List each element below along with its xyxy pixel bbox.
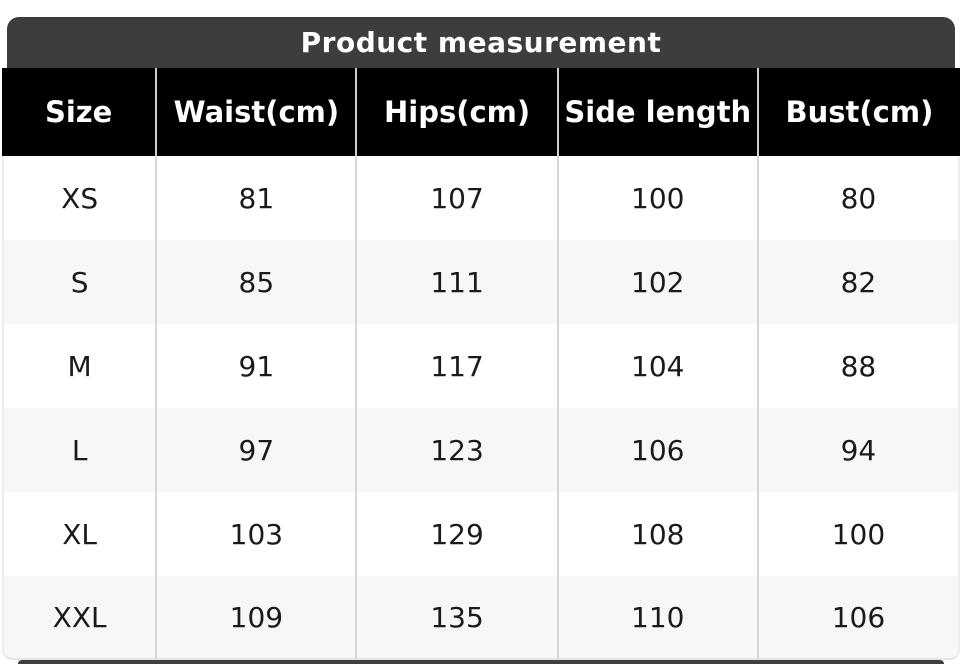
size-cell: S [2, 240, 156, 324]
waist-cell: 85 [155, 240, 356, 324]
table-row-xl: XL 103 129 108 100 [2, 492, 960, 576]
hips-cell: 107 [355, 156, 557, 240]
size-cell: M [2, 324, 156, 408]
side-length-cell: 106 [556, 408, 757, 492]
table-row-xxl: XXL 109 135 110 106 [2, 576, 960, 660]
table-row-xs: XS 81 107 100 80 [2, 156, 960, 240]
hips-cell: 111 [355, 240, 557, 324]
side-length-cell: 104 [556, 324, 757, 408]
size-chart-page: Product measurement Size Waist(cm) Hips(… [0, 17, 962, 664]
bust-cell: 80 [756, 156, 960, 240]
bust-cell: 106 [756, 576, 960, 660]
column-header-size: Size [2, 68, 156, 156]
bust-cell: 82 [756, 240, 960, 324]
hips-cell: 123 [355, 408, 557, 492]
column-header-side-length: Side length [556, 68, 757, 156]
waist-cell: 81 [155, 156, 356, 240]
column-header-hips: Hips(cm) [355, 68, 557, 156]
side-length-cell: 108 [556, 492, 757, 576]
waist-cell: 97 [155, 408, 356, 492]
bust-cell: 94 [756, 408, 960, 492]
size-cell: XXL [2, 576, 156, 660]
hips-cell: 117 [355, 324, 557, 408]
column-header-waist: Waist(cm) [155, 68, 356, 156]
waist-cell: 109 [155, 576, 356, 660]
bust-cell: 88 [756, 324, 960, 408]
waist-cell: 91 [155, 324, 356, 408]
waist-cell: 103 [155, 492, 356, 576]
table-row-l: L 97 123 106 94 [2, 408, 960, 492]
side-length-cell: 100 [556, 156, 757, 240]
page-title: Product measurement [300, 26, 662, 59]
size-cell: XL [2, 492, 156, 576]
table-row-m: M 91 117 104 88 [2, 324, 960, 408]
size-cell: L [2, 408, 156, 492]
bust-cell: 100 [756, 492, 960, 576]
hips-cell: 129 [355, 492, 557, 576]
side-length-cell: 110 [556, 576, 757, 660]
table-row-s: S 85 111 102 82 [2, 240, 960, 324]
side-length-cell: 102 [556, 240, 757, 324]
title-bar: Product measurement [7, 17, 955, 68]
size-cell: XS [2, 156, 156, 240]
column-header-bust: Bust(cm) [756, 68, 960, 156]
next-section-bar [18, 660, 944, 664]
hips-cell: 135 [355, 576, 557, 660]
header-row: Size Waist(cm) Hips(cm) Side length Bust… [2, 68, 960, 156]
measurement-table: Size Waist(cm) Hips(cm) Side length Bust… [2, 68, 960, 660]
